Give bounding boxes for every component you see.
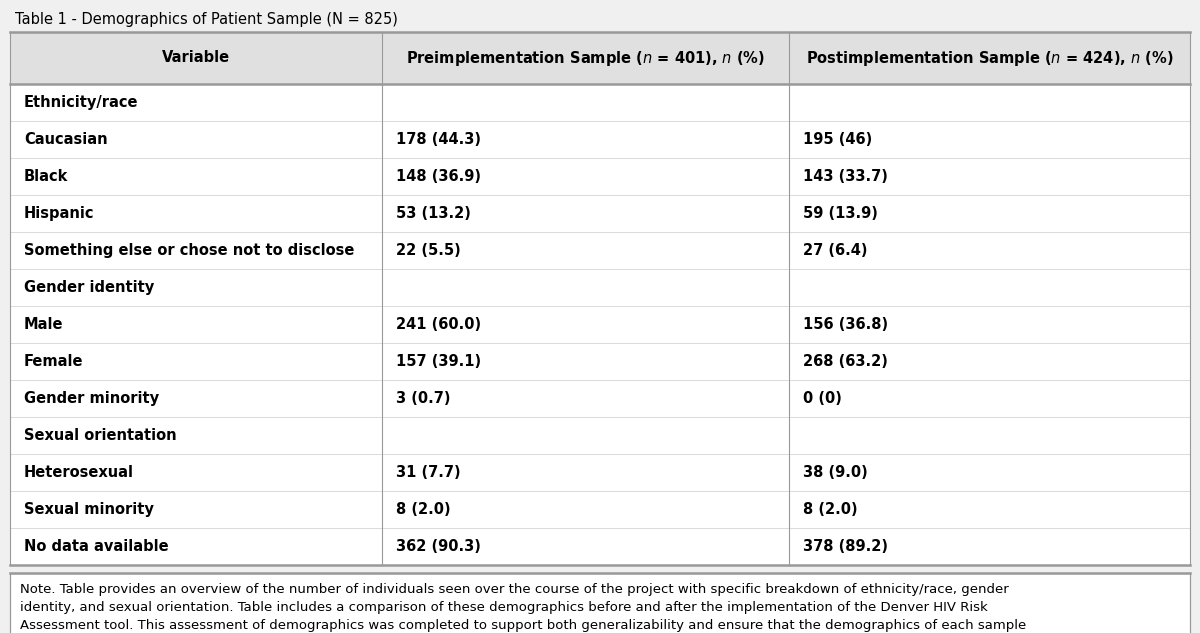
Text: Something else or chose not to disclose: Something else or chose not to disclose bbox=[24, 243, 354, 258]
Text: 178 (44.3): 178 (44.3) bbox=[396, 132, 481, 147]
Text: Note. Table provides an overview of the number of individuals seen over the cour: Note. Table provides an overview of the … bbox=[20, 583, 1009, 596]
Bar bbox=[10, 573, 1190, 633]
Text: 0 (0): 0 (0) bbox=[803, 391, 841, 406]
Text: identity, and sexual orientation. Table includes a comparison of these demograph: identity, and sexual orientation. Table … bbox=[20, 601, 988, 614]
Text: Postimplementation Sample ($\mathit{n}$ = 424), $\mathit{n}$ (%): Postimplementation Sample ($\mathit{n}$ … bbox=[805, 49, 1174, 68]
Text: Hispanic: Hispanic bbox=[24, 206, 95, 221]
Text: Sexual minority: Sexual minority bbox=[24, 502, 154, 517]
Text: 3 (0.7): 3 (0.7) bbox=[396, 391, 450, 406]
Text: Variable: Variable bbox=[162, 51, 230, 65]
Text: 362 (90.3): 362 (90.3) bbox=[396, 539, 480, 554]
Text: 38 (9.0): 38 (9.0) bbox=[803, 465, 868, 480]
Text: Table 1 - Demographics of Patient Sample (N = 825): Table 1 - Demographics of Patient Sample… bbox=[14, 12, 398, 27]
Text: No data available: No data available bbox=[24, 539, 169, 554]
Text: Preimplementation Sample ($\mathit{n}$ = 401), $\mathit{n}$ (%): Preimplementation Sample ($\mathit{n}$ =… bbox=[406, 49, 764, 68]
Text: 378 (89.2): 378 (89.2) bbox=[803, 539, 888, 554]
Text: 8 (2.0): 8 (2.0) bbox=[396, 502, 450, 517]
Text: 22 (5.5): 22 (5.5) bbox=[396, 243, 461, 258]
Text: Gender minority: Gender minority bbox=[24, 391, 160, 406]
Text: Assessment tool. This assessment of demographics was completed to support both g: Assessment tool. This assessment of demo… bbox=[20, 619, 1026, 632]
Bar bbox=[10, 32, 1190, 565]
Text: Male: Male bbox=[24, 317, 64, 332]
Text: Female: Female bbox=[24, 354, 84, 369]
Text: Ethnicity/race: Ethnicity/race bbox=[24, 95, 138, 110]
Text: 195 (46): 195 (46) bbox=[803, 132, 872, 147]
Text: 156 (36.8): 156 (36.8) bbox=[803, 317, 888, 332]
Text: Caucasian: Caucasian bbox=[24, 132, 108, 147]
Text: 157 (39.1): 157 (39.1) bbox=[396, 354, 481, 369]
Text: Black: Black bbox=[24, 169, 68, 184]
Text: 241 (60.0): 241 (60.0) bbox=[396, 317, 481, 332]
Text: Sexual orientation: Sexual orientation bbox=[24, 428, 176, 443]
Bar bbox=[10, 32, 1190, 84]
Text: Heterosexual: Heterosexual bbox=[24, 465, 134, 480]
Text: 53 (13.2): 53 (13.2) bbox=[396, 206, 470, 221]
Text: 59 (13.9): 59 (13.9) bbox=[803, 206, 877, 221]
Text: Gender identity: Gender identity bbox=[24, 280, 155, 295]
Text: 27 (6.4): 27 (6.4) bbox=[803, 243, 868, 258]
Text: 8 (2.0): 8 (2.0) bbox=[803, 502, 858, 517]
Text: 31 (7.7): 31 (7.7) bbox=[396, 465, 461, 480]
Text: 268 (63.2): 268 (63.2) bbox=[803, 354, 888, 369]
Text: 143 (33.7): 143 (33.7) bbox=[803, 169, 888, 184]
Text: 148 (36.9): 148 (36.9) bbox=[396, 169, 481, 184]
